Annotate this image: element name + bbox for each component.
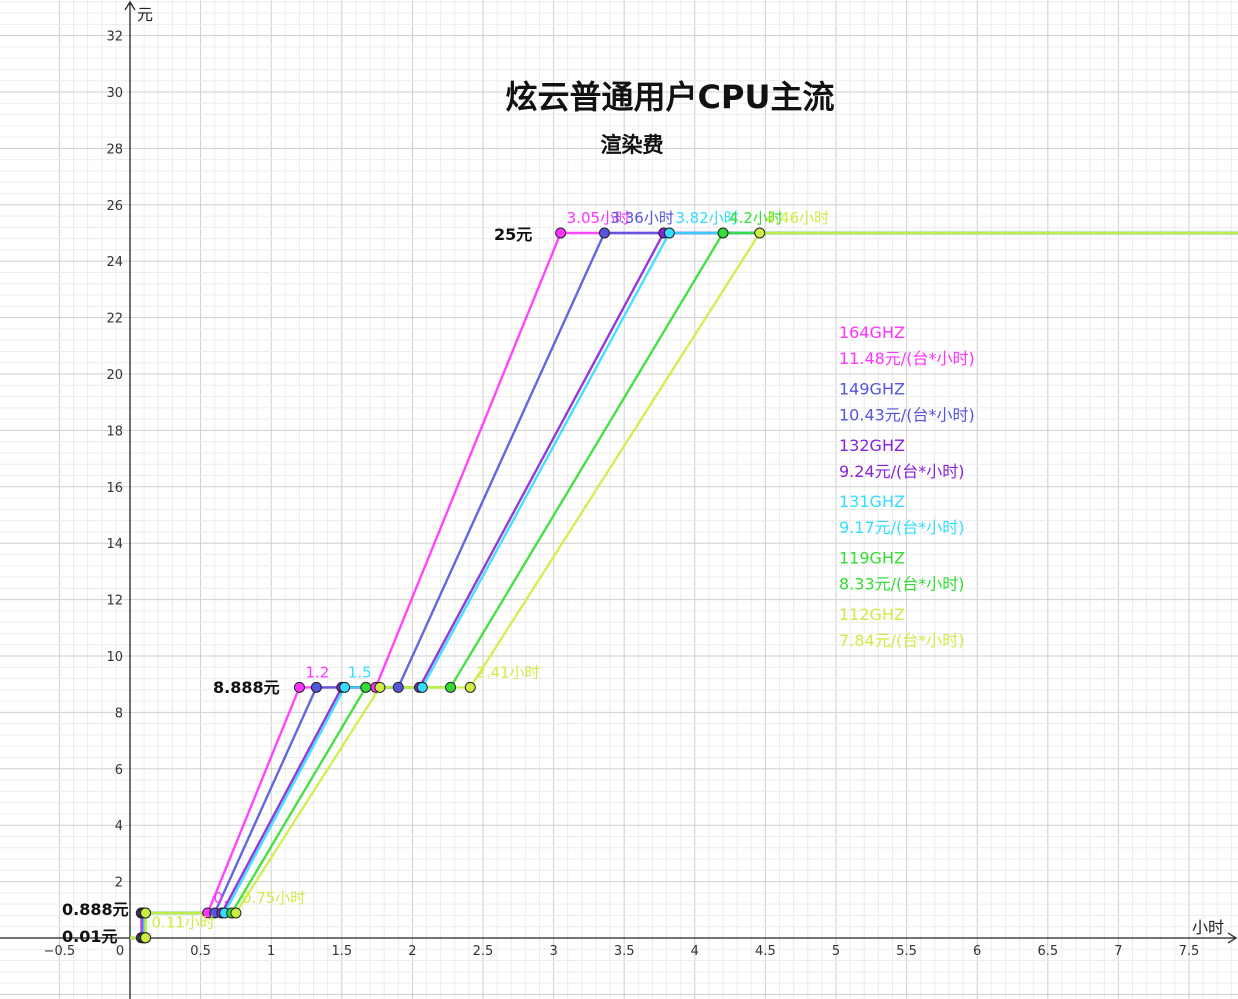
x-tick-label: 4.5 xyxy=(755,944,776,959)
x-tick-label: −0.5 xyxy=(44,944,76,959)
y-tick-label: 32 xyxy=(106,30,123,45)
series-line xyxy=(130,231,1238,940)
legend-series-name: 164GHZ xyxy=(839,323,905,342)
series-point xyxy=(416,681,428,693)
x-tick-label: 5.5 xyxy=(896,944,917,959)
series-point xyxy=(717,227,729,239)
price-level-label: 8.888元 xyxy=(213,678,280,697)
y-axis-title: 元 xyxy=(137,5,153,24)
x-tick-label: 6 xyxy=(973,944,981,959)
legend-series-rate: 8.33元/(台*小时) xyxy=(839,575,965,594)
x-tick-label: 3 xyxy=(549,944,557,959)
y-tick-label: 14 xyxy=(106,537,123,552)
x-tick-label: 7.5 xyxy=(1179,944,1200,959)
point-label: 2.41小时 xyxy=(476,663,539,681)
point-label: 1.5 xyxy=(348,663,372,681)
point-label: 1.2 xyxy=(305,663,329,681)
tick-labels: −0.5 0 0.5 1 1.5 2 2.5 3 3.5 4 4.5 5 5.5 6 6.5 7 7.52468… xyxy=(44,30,1200,959)
legend-series-name: 131GHZ xyxy=(839,492,905,511)
x-axis-arrow xyxy=(1227,932,1238,944)
series-line xyxy=(130,231,1238,940)
y-tick-label: 22 xyxy=(106,312,123,327)
price-level-label: 0.01元 xyxy=(62,927,117,946)
series-point xyxy=(392,681,404,693)
legend-series-name: 112GHZ xyxy=(839,605,905,624)
series-point xyxy=(230,907,242,919)
series-point xyxy=(445,681,457,693)
series-line xyxy=(130,231,1238,940)
series-line xyxy=(130,231,1238,940)
x-tick-label: 1.5 xyxy=(331,944,352,959)
chart-title: 炫云普通用户CPU主流 xyxy=(506,78,835,116)
x-tick-label: 0 xyxy=(116,944,124,959)
series-point xyxy=(374,681,386,693)
legend-series-rate: 9.24元/(台*小时) xyxy=(839,462,965,481)
price-level-label: 25元 xyxy=(494,225,532,244)
x-tick-label: 1 xyxy=(267,944,275,959)
series-point xyxy=(464,681,476,693)
series-point xyxy=(293,681,305,693)
series-point xyxy=(598,227,610,239)
y-tick-label: 26 xyxy=(106,199,123,214)
series-point xyxy=(140,932,152,944)
legend-series-name: 119GHZ xyxy=(839,549,905,568)
y-tick-label: 2 xyxy=(115,876,123,891)
y-tick-label: 4 xyxy=(115,819,123,834)
y-tick-label: 18 xyxy=(106,424,123,439)
series-line xyxy=(130,231,1238,940)
x-tick-label: 3.5 xyxy=(614,944,635,959)
x-tick-label: 5 xyxy=(832,944,840,959)
legend-series-rate: 7.84元/(台*小时) xyxy=(839,631,965,650)
point-label: 0.11小时 xyxy=(152,914,215,932)
x-tick-label: 2.5 xyxy=(473,944,494,959)
x-tick-label: 7 xyxy=(1114,944,1122,959)
series-point xyxy=(754,227,766,239)
y-tick-label: 16 xyxy=(106,481,123,496)
price-level-label: 0.888元 xyxy=(62,900,129,919)
y-tick-label: 20 xyxy=(106,368,123,383)
x-tick-label: 4 xyxy=(691,944,699,959)
y-tick-label: 30 xyxy=(106,86,123,101)
series-point xyxy=(339,681,351,693)
legend: 164GHZ 11.48元/(台*小时) 149GHZ 10.43元/(台*小时) 13… xyxy=(839,323,975,650)
point-label: 0.75小时 xyxy=(242,889,305,907)
legend-series-name: 149GHZ xyxy=(839,379,905,398)
legend-series-rate: 10.43元/(台*小时) xyxy=(839,405,975,424)
y-tick-label: 28 xyxy=(106,142,123,157)
legend-series-rate: 9.17元/(台*小时) xyxy=(839,518,965,537)
series-point xyxy=(663,227,675,239)
y-tick-label: 24 xyxy=(106,255,123,270)
legend-series-name: 132GHZ xyxy=(839,436,905,455)
series-lines xyxy=(130,231,1238,940)
series-point xyxy=(555,227,567,239)
point-label: 3.36小时 xyxy=(610,209,673,227)
series-point xyxy=(140,907,152,919)
y-tick-label: 10 xyxy=(106,650,123,665)
price-level-labels: 0.01元 0.888元 8.888元 25元 xyxy=(62,225,532,946)
x-tick-label: 2 xyxy=(408,944,416,959)
y-tick-label: 6 xyxy=(115,763,123,778)
y-tick-label: 12 xyxy=(106,594,123,609)
legend-series-rate: 11.48元/(台*小时) xyxy=(839,349,975,368)
series-line xyxy=(130,231,1238,940)
point-label: 3.82小时 xyxy=(675,209,738,227)
point-label: 4.46小时 xyxy=(766,209,829,227)
point-label: 4.2小时 xyxy=(729,209,783,227)
point-label: 0. xyxy=(214,889,228,907)
series-point xyxy=(360,681,372,693)
y-axis-arrow xyxy=(124,0,136,11)
series-markers xyxy=(135,227,766,944)
x-axis-title: 小时 xyxy=(1192,918,1224,937)
x-tick-label: 6.5 xyxy=(1037,944,1058,959)
point-label: 3.05小时 xyxy=(567,209,630,227)
y-tick-label: 8 xyxy=(115,706,123,721)
x-tick-label: 0.5 xyxy=(190,944,211,959)
chart-subtitle: 渲染费 xyxy=(601,133,664,157)
series-point xyxy=(310,681,322,693)
